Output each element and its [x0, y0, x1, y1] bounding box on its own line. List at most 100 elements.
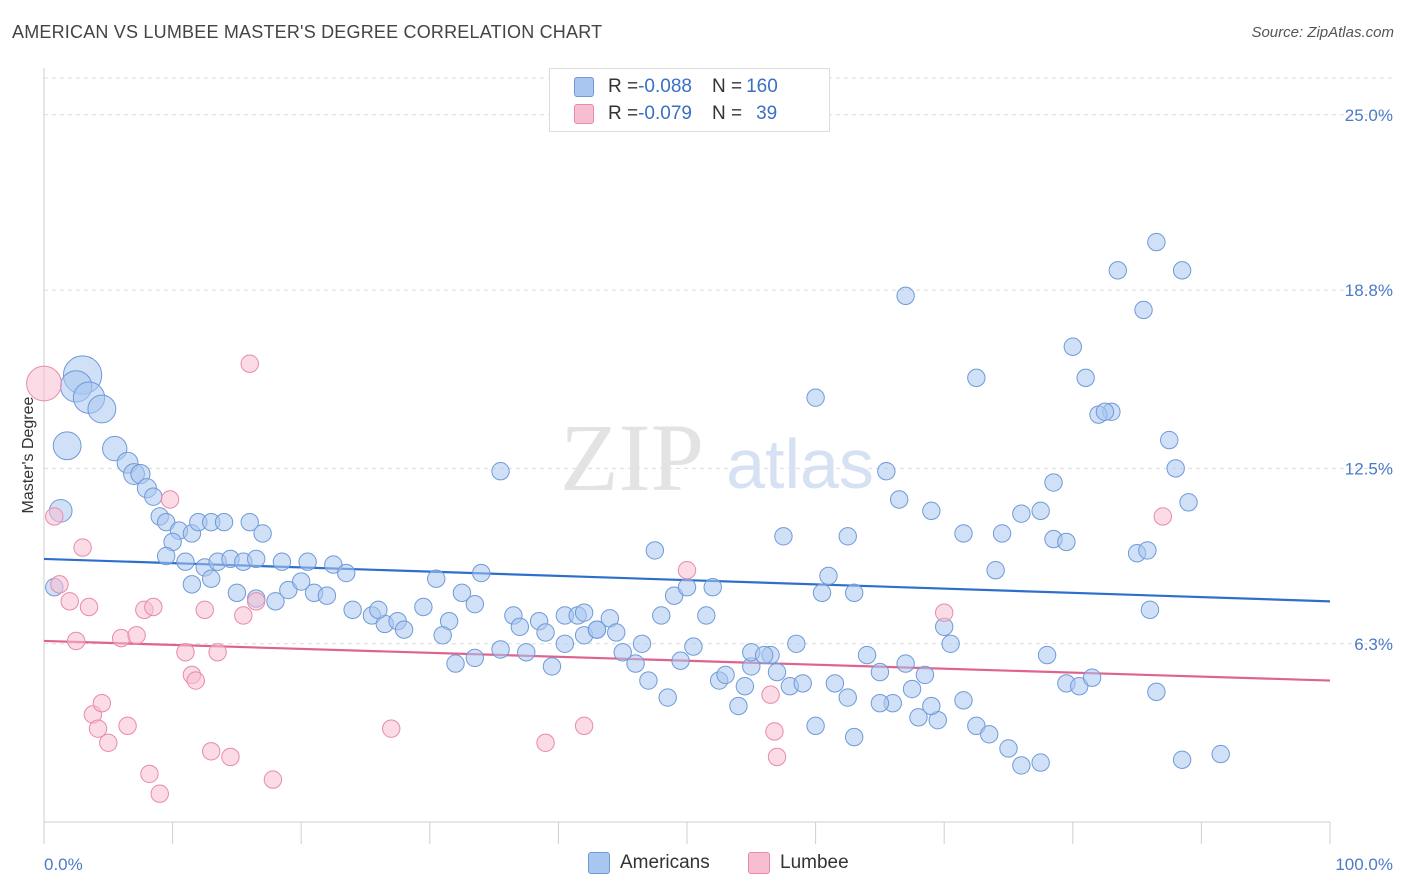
y-tick-label: 25.0%: [1345, 106, 1393, 125]
legend-n-label: N =: [711, 103, 743, 124]
legend-swatch-lumbee: [574, 104, 594, 124]
data-point: [838, 688, 857, 707]
watermark: ZIP atlas: [560, 404, 874, 511]
data-point: [1012, 756, 1031, 775]
data-point: [632, 634, 652, 653]
data-point: [73, 538, 92, 557]
data-point: [394, 620, 414, 639]
data-point: [652, 606, 671, 625]
series-swatch-lumbee: [748, 852, 770, 874]
data-point: [765, 722, 784, 741]
data-point: [1147, 682, 1166, 702]
data-point: [754, 645, 774, 665]
data-point: [1057, 532, 1076, 552]
data-point: [88, 719, 108, 738]
data-point: [1031, 501, 1050, 521]
data-point: [536, 733, 555, 752]
x-tick-label: 100.0%: [1335, 855, 1393, 874]
data-point: [144, 487, 163, 506]
data-point: [902, 679, 922, 699]
y-tick-label: 6.3%: [1354, 635, 1393, 654]
data-point: [240, 354, 259, 373]
data-point: [337, 563, 356, 583]
data-point: [1031, 753, 1050, 772]
data-point: [587, 620, 607, 639]
data-point: [208, 643, 227, 662]
y-tick-label: 12.5%: [1345, 459, 1393, 478]
data-point: [1147, 232, 1166, 252]
data-point: [317, 586, 337, 605]
data-point: [1108, 261, 1128, 280]
data-point: [201, 569, 221, 588]
data-point: [793, 674, 812, 693]
data-point: [186, 671, 205, 690]
data-point: [45, 507, 64, 526]
data-point: [279, 580, 298, 600]
data-point: [52, 431, 82, 461]
data-point: [246, 549, 266, 569]
data-point: [1172, 750, 1192, 769]
data-point: [607, 623, 626, 642]
data-point: [50, 575, 69, 594]
legend-r-value: -0.079: [638, 103, 692, 124]
data-point: [967, 368, 986, 388]
legend-n-value: 160: [746, 76, 778, 97]
data-point: [1153, 507, 1173, 526]
y-tick-label: 18.8%: [1345, 281, 1393, 300]
data-point: [1037, 645, 1057, 665]
data-point: [99, 733, 118, 752]
data-point: [87, 394, 117, 424]
legend-n-value: 39: [756, 103, 778, 124]
data-point: [214, 512, 234, 532]
data-point: [160, 490, 180, 509]
data-point: [626, 654, 645, 673]
data-point: [896, 654, 915, 673]
data-point: [819, 566, 838, 586]
series-swatch-americans: [588, 852, 610, 874]
data-point: [1095, 402, 1115, 422]
data-point: [812, 583, 832, 603]
data-point: [452, 583, 472, 603]
data-point: [150, 784, 169, 803]
series-label-americans: Americans: [620, 852, 710, 873]
data-point: [729, 696, 748, 716]
data-point: [825, 674, 845, 693]
data-point: [1134, 300, 1153, 320]
data-point: [195, 600, 214, 620]
data-point: [433, 626, 452, 645]
data-point: [491, 640, 510, 659]
legend-row-lumbee: R = -0.079 N = 39: [574, 102, 777, 126]
data-point: [234, 606, 253, 625]
data-point: [79, 597, 99, 617]
data-point: [542, 657, 562, 676]
data-point: [909, 708, 928, 727]
data-point: [201, 742, 221, 761]
data-point: [92, 693, 112, 713]
legend-row-americans: R = -0.088 N = 160: [574, 75, 778, 99]
series-lumbee: [26, 354, 1173, 803]
data-point: [140, 764, 159, 784]
data-point: [1082, 668, 1102, 687]
data-point: [292, 572, 311, 591]
data-point: [382, 719, 401, 738]
data-point: [574, 716, 594, 736]
data-point: [896, 286, 915, 306]
points: [26, 232, 1230, 803]
data-point: [922, 696, 941, 716]
data-point: [677, 561, 697, 580]
data-point: [806, 388, 825, 407]
data-point: [935, 603, 954, 622]
data-point: [1012, 504, 1031, 523]
watermark-atlas: atlas: [726, 425, 874, 503]
legend-swatch-americans: [574, 77, 594, 97]
series-legend: Americans Lumbee: [0, 852, 1406, 878]
y-axis-label: Master's Degree: [20, 396, 37, 513]
data-point: [465, 648, 485, 668]
data-point: [870, 662, 890, 682]
data-point: [446, 654, 465, 673]
data-point: [343, 600, 362, 620]
data-point: [1070, 677, 1089, 696]
data-point: [844, 583, 864, 603]
data-point: [1179, 493, 1198, 512]
